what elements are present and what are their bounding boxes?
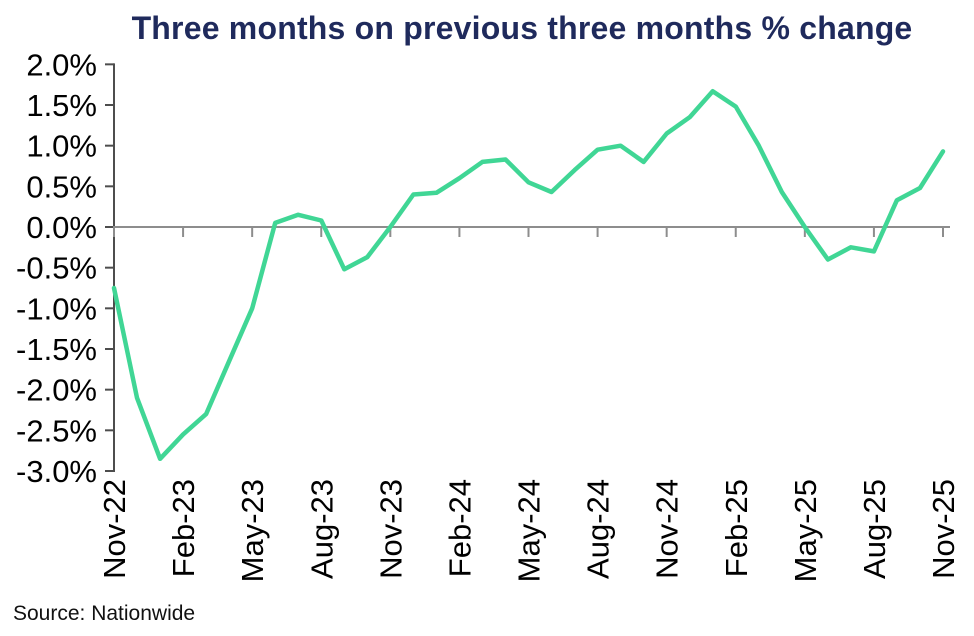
- x-axis-label: Nov-24: [650, 479, 685, 579]
- y-axis-label: -1.5%: [16, 332, 97, 367]
- series-line: [111, 88, 946, 462]
- x-axis-label: Feb-23: [166, 479, 201, 577]
- x-axis-label: Nov-25: [926, 479, 961, 579]
- y-axis-label: -2.0%: [16, 373, 97, 408]
- y-axis-label: 1.0%: [26, 129, 97, 164]
- y-axis-label: 0.0%: [26, 210, 97, 245]
- x-axis-label: Aug-25: [857, 479, 892, 579]
- x-axis-label: Nov-23: [373, 479, 408, 579]
- y-axis-label: 0.5%: [26, 169, 97, 204]
- x-axis-label: Aug-23: [304, 479, 339, 579]
- source-note: Source: Nationwide: [13, 602, 196, 625]
- chart-title: Three months on previous three months % …: [131, 10, 913, 46]
- x-axis-label: May-25: [788, 479, 823, 582]
- x-axis-label: May-24: [512, 479, 547, 582]
- x-axis-label: May-23: [235, 479, 270, 582]
- y-axis-label: 2.0%: [26, 47, 97, 82]
- y-axis-label: -3.0%: [16, 454, 97, 489]
- x-axis-label: Aug-24: [581, 479, 616, 579]
- y-axis-label: -0.5%: [16, 251, 97, 286]
- x-axis-label: Feb-24: [442, 479, 477, 577]
- x-axis-label: Nov-22: [97, 479, 132, 579]
- y-axis-label: -1.0%: [16, 291, 97, 326]
- y-axis-label: -2.5%: [16, 413, 97, 448]
- x-axis-label: Feb-25: [719, 479, 754, 577]
- y-axis-label: 1.5%: [26, 88, 97, 123]
